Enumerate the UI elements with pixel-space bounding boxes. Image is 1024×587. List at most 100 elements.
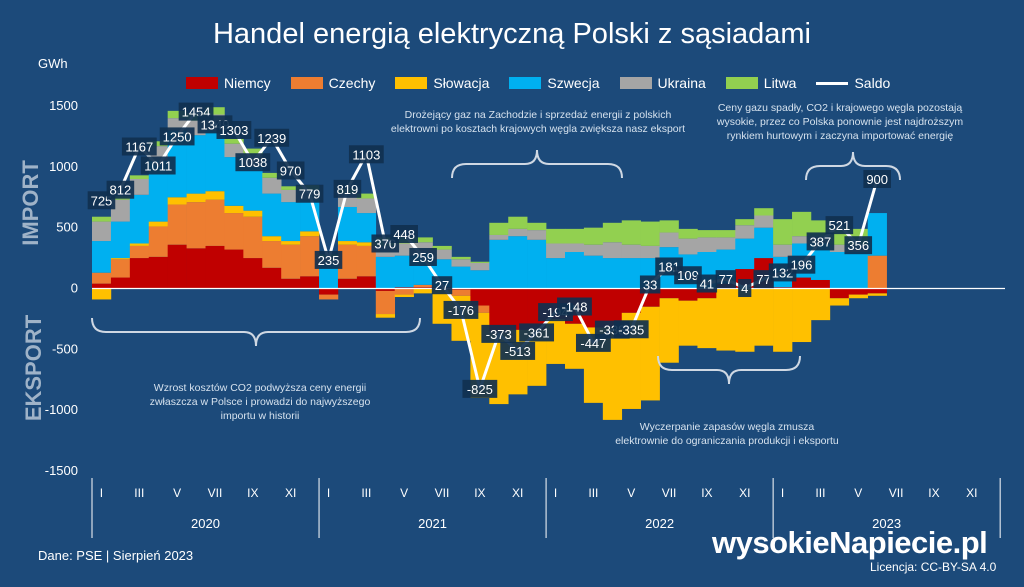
legend: Niemcy Czechy Słowacja Szwecja Ukraina L… [186, 75, 890, 91]
bar-segment [735, 225, 755, 239]
bar-segment [224, 138, 244, 144]
saldo-label-box [500, 341, 536, 360]
x-tick-label: V [173, 486, 181, 500]
year-label: 2022 [645, 516, 674, 531]
bar-segment [129, 245, 150, 259]
x-tick-label: IX [247, 486, 258, 500]
legend-label-ukraina: Ukraina [657, 75, 706, 91]
legend-label-litwa: Litwa [763, 75, 797, 91]
saldo-label-box [787, 255, 816, 274]
bar-segment [583, 227, 604, 245]
bar-segment [640, 245, 660, 259]
brace-2022 [657, 355, 801, 385]
bar-segment [470, 305, 490, 313]
x-tick-label: I [327, 486, 330, 500]
saldo-label-box [806, 232, 835, 251]
bar-segment [356, 193, 377, 199]
x-tick-label: IX [701, 486, 712, 500]
bar-segment [659, 298, 679, 363]
bar-segment [281, 189, 301, 203]
x-tick-label: XI [512, 486, 523, 500]
bar-segment [659, 232, 679, 248]
bar-segment [735, 288, 755, 352]
bar-segment [262, 193, 282, 237]
bar-segment [224, 249, 244, 289]
saldo-label-box [140, 156, 176, 175]
saldo-label: 1239 [257, 131, 286, 146]
bar-segment [205, 245, 225, 289]
bar-segment [300, 236, 320, 277]
legend-item-saldo: Saldo [816, 75, 890, 91]
saldo-label-box [863, 170, 891, 188]
saldo-label: 448 [393, 227, 415, 242]
saldo-label: -335 [618, 322, 644, 337]
bar-segment [413, 287, 433, 289]
saldo-label-box [333, 179, 362, 198]
bar-segment [129, 258, 150, 289]
bar-segment [754, 215, 774, 228]
x-tick-label: I [781, 486, 784, 500]
bar-segment [640, 221, 660, 246]
saldo-label-box [844, 236, 873, 255]
bar-segment [92, 216, 112, 222]
bar-segment [375, 256, 396, 289]
legend-swatch-saldo [816, 81, 849, 85]
y-tick-label: 1000 [49, 159, 78, 174]
bar-segment [167, 244, 187, 289]
chart-title: Handel energią elektryczną Polski z sąsi… [212, 18, 811, 50]
saldo-label-box [390, 224, 418, 243]
bar-segment [92, 288, 112, 300]
saldo-label: 1038 [238, 155, 267, 170]
x-tick-label: V [854, 486, 862, 500]
annotation-gas-import: Ceny gazu spadły, CO2 i krajowego węgla … [716, 102, 964, 142]
license-text: Licencja: CC-BY-SA 4.0 [870, 560, 997, 574]
year-label: 2021 [418, 516, 447, 531]
bar-segment [810, 243, 831, 280]
bar-segment [735, 219, 755, 226]
bar-segment [356, 245, 377, 277]
bar-segment [319, 288, 339, 295]
bar-segment [205, 107, 225, 115]
saldo-label-box [314, 250, 343, 269]
x-tick-label: III [588, 486, 598, 500]
bar-segment [375, 288, 396, 291]
annotation-gas-export: Drożejący gaz na Zachodzie i sprzedaż en… [390, 109, 686, 135]
bar-segment [281, 186, 301, 190]
saldo-label: 1103 [352, 147, 380, 162]
x-tick-label: VII [435, 486, 450, 500]
y-tick-label: -500 [52, 341, 78, 356]
export-side-label: EKSPORT [21, 314, 47, 422]
bar-segment [92, 221, 112, 242]
bar-segment [451, 289, 471, 296]
bar-segment [394, 294, 414, 298]
saldo-label-box [481, 324, 517, 343]
saldo-label-box [825, 216, 854, 235]
saldo-label: 779 [299, 187, 321, 202]
x-tick-label: XI [285, 486, 296, 500]
bar-segment [867, 293, 887, 296]
brace-2020 [91, 317, 421, 347]
bar-segment [262, 267, 282, 289]
bar-segment [167, 118, 187, 131]
bar-segment [583, 244, 604, 256]
bar-segment [489, 222, 509, 235]
x-tick-label: I [554, 486, 557, 500]
bar-segment [413, 237, 433, 243]
bar-segment [356, 276, 377, 289]
x-tick-label: III [815, 486, 825, 500]
bar-segment [527, 222, 547, 231]
bar-segment [205, 191, 225, 200]
bar-segment [300, 276, 320, 289]
x-tick-label: I [100, 486, 103, 500]
bar-segment [413, 242, 433, 254]
legend-swatch-niemcy [186, 77, 218, 89]
bar-segment [810, 220, 831, 237]
x-tick-label: VII [208, 486, 223, 500]
import-side-label: IMPORT [17, 160, 43, 246]
bar-segment [716, 288, 736, 351]
annotation-co2-import: Wzrost kosztów CO2 podwyższa ceny energi… [149, 382, 371, 422]
saldo-label: 812 [110, 183, 132, 198]
saldo-label: 41 [700, 277, 714, 292]
y-tick-label: -1000 [45, 402, 78, 417]
bar-segment [148, 226, 168, 257]
